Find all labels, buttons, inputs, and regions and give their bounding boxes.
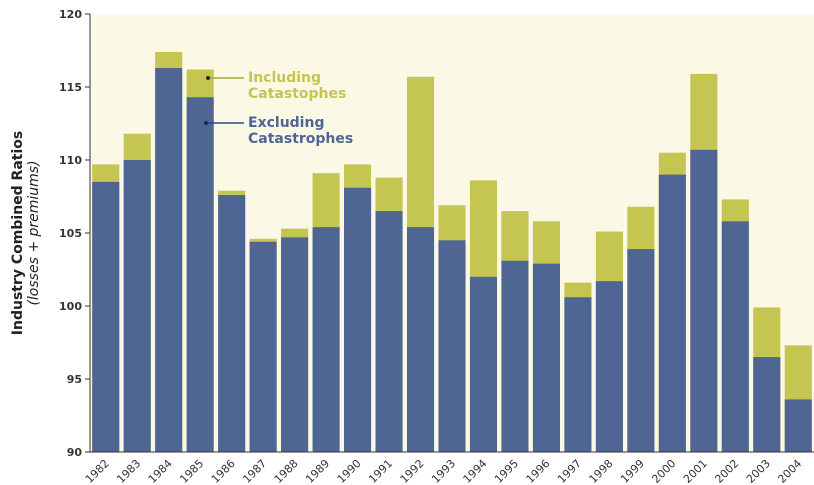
x-tick-label: 2001 (681, 457, 710, 485)
x-tick-label: 1987 (240, 457, 269, 485)
bar (249, 241, 277, 452)
y-axis-sublabel: (losses + premiums) (26, 160, 42, 305)
x-tick-label: 1998 (587, 457, 616, 485)
bar (186, 97, 214, 452)
x-tick-label: 1997 (555, 457, 584, 485)
bar (155, 68, 183, 453)
x-tick-label: 2002 (712, 457, 741, 485)
y-tick-label: 100 (59, 300, 82, 313)
bar (532, 263, 560, 452)
x-tick-label: 1986 (209, 457, 238, 485)
bar (690, 149, 718, 452)
bar (312, 227, 340, 452)
x-tick-label: 1991 (366, 457, 395, 485)
bar (469, 276, 498, 452)
x-tick-label: 1984 (146, 457, 175, 485)
x-tick-label: 2000 (649, 457, 678, 485)
x-tick-label: 1995 (492, 457, 521, 485)
y-tick-label: 115 (59, 81, 82, 94)
bar (218, 195, 246, 453)
x-tick-label: 1993 (429, 457, 458, 485)
bar (123, 160, 151, 452)
legend-label: Including Catastophes (248, 70, 347, 102)
y-tick-label: 105 (59, 227, 82, 240)
bar (564, 297, 592, 452)
bar (501, 260, 529, 452)
x-tick-label: 2003 (744, 457, 773, 485)
bar (92, 181, 120, 452)
legend-label: Excluding Catastrophes (248, 115, 354, 147)
x-tick-label: 1990 (335, 457, 364, 485)
bar (595, 281, 623, 452)
bar (658, 174, 686, 452)
bar (344, 187, 372, 453)
legend-dot (206, 76, 210, 80)
bar (721, 221, 749, 452)
bar (627, 249, 655, 452)
x-tick-label: 1999 (618, 457, 647, 485)
x-tick-label: 1988 (272, 457, 301, 485)
bar (784, 399, 812, 452)
x-tick-label: 1994 (461, 457, 490, 485)
y-tick-label: 110 (59, 154, 82, 167)
bar (281, 237, 309, 452)
bar (406, 227, 435, 452)
y-tick-label: 120 (59, 8, 82, 21)
x-tick-label: 1983 (114, 457, 143, 485)
bar (438, 240, 466, 452)
x-tick-label: 2004 (775, 457, 804, 485)
y-axis-label: Industry Combined Ratios (10, 131, 26, 335)
y-tick-label: 90 (67, 446, 83, 459)
legend-dot (204, 121, 208, 125)
bar (375, 211, 403, 452)
bar (753, 357, 781, 452)
x-tick-label: 1985 (177, 457, 206, 485)
x-tick-label: 1982 (83, 457, 112, 485)
x-tick-label: 1992 (398, 457, 427, 485)
x-tick-label: 1989 (303, 457, 332, 485)
y-tick-label: 95 (67, 373, 82, 386)
x-tick-label: 1996 (524, 457, 553, 485)
